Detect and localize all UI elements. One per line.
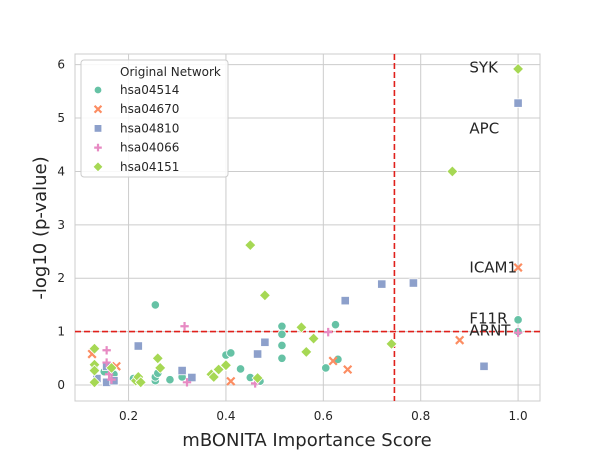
data-point bbox=[377, 279, 387, 289]
data-point bbox=[187, 372, 197, 383]
data-point bbox=[88, 364, 101, 377]
data-point bbox=[479, 361, 489, 371]
legend-entry: hsa04151 bbox=[120, 160, 179, 174]
data-point bbox=[330, 320, 341, 330]
data-point bbox=[252, 349, 263, 359]
legend-box bbox=[80, 59, 229, 178]
data-point bbox=[235, 364, 246, 374]
legend-marker bbox=[92, 161, 104, 173]
legend-items: hsa04514 hsa04670 hsa04810 hsa04066 hsa04151 bbox=[92, 83, 179, 174]
data-point bbox=[343, 364, 353, 375]
data-point bbox=[277, 321, 287, 331]
data-point bbox=[455, 335, 465, 345]
data-point bbox=[258, 289, 271, 302]
y-axis-label: -log10 (p-value) bbox=[30, 156, 51, 299]
y-tick-label: 4 bbox=[57, 164, 65, 178]
data-point bbox=[226, 348, 236, 358]
y-tick-label: 3 bbox=[57, 218, 65, 232]
annotation-label: ARNT bbox=[469, 322, 511, 340]
x-tick-label: 1.0 bbox=[509, 409, 528, 423]
legend-marker bbox=[93, 105, 103, 114]
data-point bbox=[102, 358, 111, 367]
data-point bbox=[260, 337, 270, 347]
annotation-label: APC bbox=[469, 120, 499, 138]
data-point bbox=[212, 363, 225, 376]
y-tick-label: 2 bbox=[57, 271, 65, 285]
data-point bbox=[323, 327, 333, 337]
data-point bbox=[151, 352, 164, 365]
data-point bbox=[177, 365, 187, 376]
data-point bbox=[182, 378, 192, 387]
data-point bbox=[207, 370, 220, 384]
y-tick-label: 1 bbox=[57, 325, 65, 339]
data-points bbox=[87, 62, 525, 389]
data-point bbox=[244, 239, 257, 252]
data-point bbox=[321, 363, 331, 373]
data-point bbox=[446, 165, 459, 178]
data-point bbox=[513, 262, 523, 273]
series-hsa04151 bbox=[88, 62, 525, 389]
data-point bbox=[277, 329, 287, 339]
y-tick-label: 6 bbox=[57, 58, 65, 72]
legend-entry: hsa04670 bbox=[120, 102, 179, 116]
legend-title: Original Network bbox=[120, 65, 221, 79]
y-tick-label: 0 bbox=[57, 378, 65, 392]
data-point bbox=[512, 62, 525, 75]
legend-marker bbox=[93, 124, 103, 133]
x-axis-label: mBONITA Importance Score bbox=[182, 430, 431, 450]
legend-marker bbox=[94, 143, 102, 152]
data-point bbox=[251, 372, 264, 385]
x-tick-labels: 0.2 0.4 0.6 0.8 1.0 bbox=[119, 409, 528, 423]
data-point bbox=[300, 345, 313, 358]
data-point bbox=[88, 376, 101, 389]
data-point bbox=[102, 346, 111, 355]
data-point bbox=[277, 340, 287, 351]
data-point bbox=[104, 370, 114, 379]
legend-entry: hsa04810 bbox=[120, 121, 179, 135]
x-tick-label: 0.6 bbox=[314, 409, 333, 423]
x-tick-label: 0.4 bbox=[216, 409, 235, 423]
data-point bbox=[105, 361, 118, 374]
data-point bbox=[340, 296, 350, 306]
data-point bbox=[513, 328, 523, 337]
legend: Original Network hsa04514 hsa04670 hsa0481… bbox=[80, 59, 229, 178]
annotation-label: ICAM1 bbox=[469, 259, 517, 277]
data-point bbox=[295, 321, 308, 334]
data-point bbox=[328, 356, 338, 366]
data-point bbox=[408, 278, 419, 288]
data-point bbox=[133, 341, 143, 351]
x-tick-label: 0.8 bbox=[411, 409, 430, 423]
data-point bbox=[277, 353, 287, 363]
data-point bbox=[307, 332, 320, 345]
data-point bbox=[513, 98, 523, 108]
y-tick-label: 5 bbox=[57, 111, 65, 125]
data-point bbox=[165, 375, 175, 385]
x-tick-label: 0.2 bbox=[119, 409, 138, 423]
data-point bbox=[88, 342, 101, 355]
data-point bbox=[150, 300, 160, 310]
data-point bbox=[226, 376, 236, 386]
data-point bbox=[107, 375, 116, 384]
legend-entry: hsa04514 bbox=[120, 83, 179, 97]
data-point bbox=[219, 359, 232, 372]
legend-marker bbox=[93, 85, 103, 95]
data-point bbox=[134, 376, 147, 389]
data-point bbox=[513, 315, 523, 325]
data-point bbox=[180, 322, 189, 331]
y-tick-labels: 0 1 2 3 4 5 6 bbox=[57, 58, 65, 392]
data-point bbox=[385, 337, 398, 350]
annotation-label: F11R bbox=[469, 309, 507, 327]
legend-entry: hsa04066 bbox=[120, 141, 179, 155]
data-point bbox=[154, 361, 167, 374]
annotation-label: SYK bbox=[469, 58, 499, 76]
